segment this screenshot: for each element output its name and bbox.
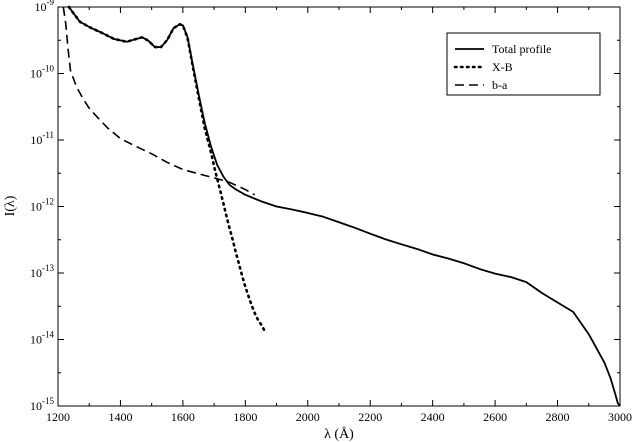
x-tick-label: 2200 — [358, 410, 382, 424]
y-tick-base: 10 — [30, 67, 42, 81]
y-tick-label: 10-11 — [30, 130, 54, 147]
y-axis-title: I(λ) — [3, 195, 18, 216]
legend-label: Total profile — [492, 42, 551, 56]
y-tick-exponent: -14 — [42, 330, 54, 340]
x-tick-label: 1600 — [171, 410, 195, 424]
y-tick-base: 10 — [30, 133, 42, 147]
legend: Total profile X-B b-a — [446, 32, 601, 96]
x-tick-label: 1800 — [233, 410, 257, 424]
y-tick-base: 10 — [30, 200, 42, 214]
x-tick-label: 2800 — [546, 410, 570, 424]
y-tick-base: 10 — [30, 333, 42, 347]
x-tick-label: 2600 — [483, 410, 507, 424]
y-tick-label: 10-13 — [30, 263, 54, 280]
legend-label: b-a — [492, 78, 508, 92]
x-axis: 1200 1400 1600 1800 2000 2200 2400 2600 2800 3000 — [46, 7, 632, 424]
series-line-x-b — [67, 5, 266, 332]
x-tick-label: 1400 — [108, 410, 132, 424]
x-tick-label: 2400 — [421, 410, 445, 424]
y-tick-exponent: -9 — [47, 0, 55, 7]
y-tick-exponent: -15 — [42, 396, 54, 406]
x-tick-label: 1200 — [46, 410, 70, 424]
series-line-b-a — [62, 6, 256, 196]
legend-label: X-B — [492, 60, 513, 74]
y-tick-exponent: -10 — [42, 64, 54, 74]
x-tick-label: 2000 — [296, 410, 320, 424]
y-tick-label: 10-12 — [30, 197, 54, 214]
y-tick-base: 10 — [35, 0, 47, 14]
x-tick-label: 3000 — [608, 410, 632, 424]
y-tick-exponent: -11 — [42, 130, 54, 140]
x-axis-title: λ (Å) — [324, 426, 354, 442]
y-tick-label: 10-14 — [30, 330, 54, 347]
y-tick-exponent: -13 — [42, 263, 54, 273]
series-layer — [62, 5, 621, 407]
y-tick-label: 10-15 — [30, 396, 54, 413]
y-tick-exponent: -12 — [42, 197, 54, 207]
y-tick-base: 10 — [30, 399, 42, 413]
y-tick-label: 10-9 — [35, 0, 55, 14]
y-tick-label: 10-10 — [30, 64, 54, 81]
y-tick-base: 10 — [30, 266, 42, 280]
